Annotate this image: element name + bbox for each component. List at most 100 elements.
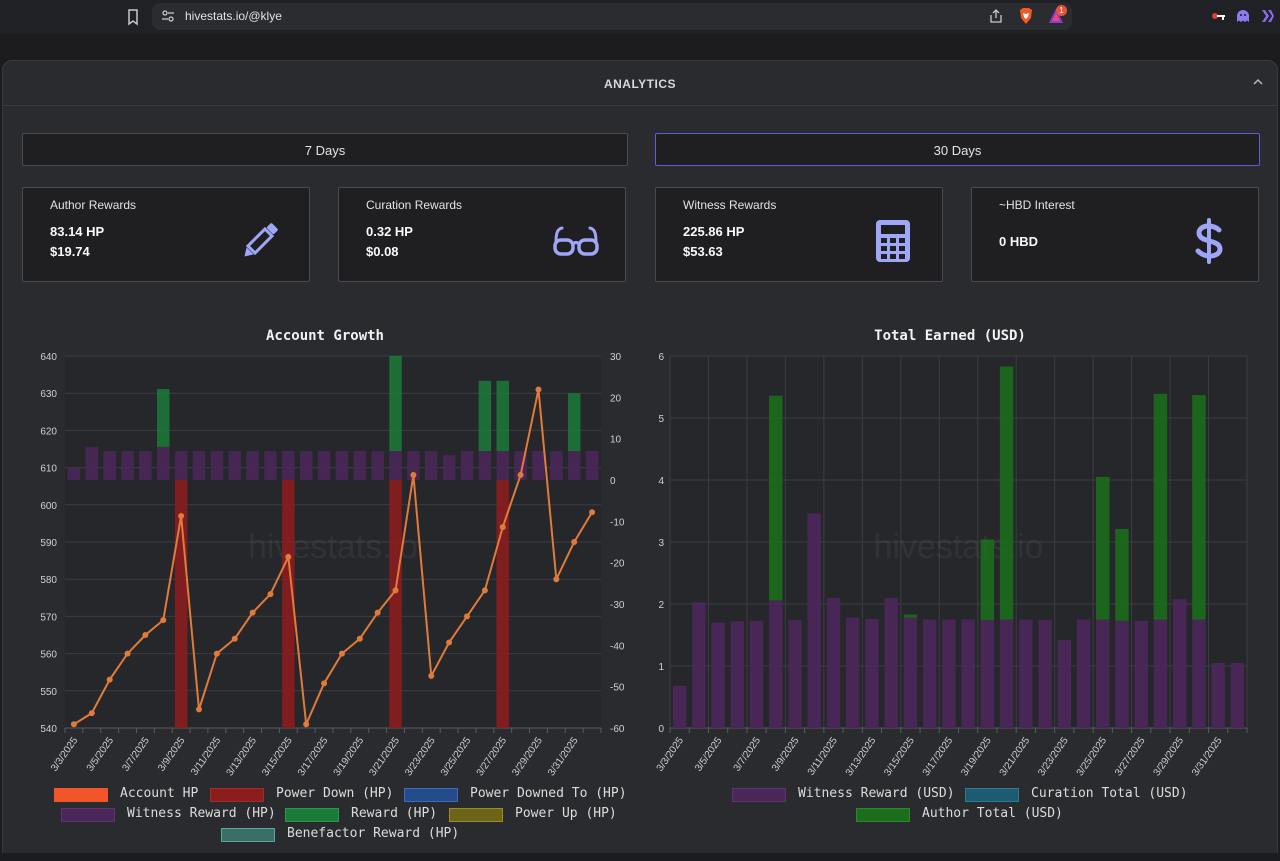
reward-bar — [157, 389, 170, 447]
witness-usd-bar — [1153, 619, 1168, 728]
witness-reward-bar — [442, 455, 456, 480]
author-usd-bar — [1192, 395, 1206, 620]
x-tick-label: 3/11/2025 — [806, 735, 840, 778]
panel-header[interactable]: ANALYTICS — [3, 61, 1277, 106]
y-left-tick: 590 — [40, 538, 57, 549]
account-hp-point — [464, 613, 470, 620]
account-hp-point — [196, 706, 202, 713]
reward-bar — [478, 380, 492, 452]
witness-reward-bar — [246, 451, 259, 480]
witness-reward-bar — [460, 451, 474, 480]
account-hp-line — [73, 389, 593, 729]
account-hp-point — [338, 650, 345, 657]
y-right-tick: 20 — [610, 393, 622, 404]
y-right-tick: 10 — [610, 435, 622, 446]
ghost-extension-icon[interactable] — [1235, 9, 1251, 23]
dollar-icon — [1195, 218, 1223, 264]
witness-usd-bar — [1134, 620, 1148, 728]
witness-usd-bar — [865, 618, 879, 728]
card-value-usd: $53.63 — [683, 244, 723, 259]
witness-usd-bar — [807, 513, 821, 728]
legend-swatch — [449, 808, 503, 822]
legend-label: Witness Reward (HP) — [127, 806, 276, 821]
reward-bar — [496, 380, 509, 452]
x-tick-label: 3/7/2025 — [732, 735, 764, 774]
power-down-bar — [282, 480, 295, 728]
share-icon[interactable] — [988, 8, 1004, 24]
account-hp-point — [70, 721, 77, 728]
account-hp-point — [88, 710, 95, 717]
total-earned-legend: Witness Reward (USD) Curation Total (USD)… — [640, 786, 1260, 828]
account-hp-point — [392, 587, 399, 594]
witness-reward-bar — [585, 451, 599, 480]
notification-badge: 1 — [1056, 5, 1067, 16]
brave-rewards-icon[interactable] — [1047, 7, 1065, 25]
witness-reward-bar — [121, 451, 134, 480]
y-right-tick: -30 — [610, 600, 625, 611]
hive-extension-icon[interactable] — [1260, 8, 1276, 24]
x-tick-label: 3/27/2025 — [1113, 735, 1148, 778]
key-extension-icon[interactable] — [1210, 8, 1226, 24]
x-tick-label: 3/9/2025 — [770, 735, 802, 774]
witness-reward-bar — [335, 451, 349, 480]
account-growth-plot[interactable]: 540 550 560 570 580 590 600 610 620 630 640 -60 -50 -… — [22, 348, 628, 798]
account-hp-point — [285, 553, 292, 560]
x-tick-label: 3/13/2025 — [844, 735, 879, 778]
address-bar[interactable] — [152, 3, 1072, 30]
x-tick-label: 3/17/2025 — [296, 735, 331, 778]
witness-usd-bar — [942, 619, 956, 728]
y-left-tick: 640 — [40, 352, 57, 363]
chevron-up-icon[interactable] — [1251, 75, 1265, 89]
calculator-icon — [876, 220, 910, 262]
account-hp-point — [374, 609, 381, 616]
witness-reward-bar — [425, 451, 438, 480]
card-title: ~HBD Interest — [999, 198, 1075, 212]
account-hp-point — [160, 617, 167, 624]
account-hp-point — [410, 472, 417, 479]
y-left-tick: 580 — [40, 575, 57, 586]
pencil-icon — [244, 223, 278, 257]
witness-usd-bar — [769, 600, 783, 728]
y-left-tick: 550 — [40, 687, 57, 698]
hbd-interest-card: ~HBD Interest 0 HBD — [971, 187, 1259, 282]
range-30-days-button[interactable]: 30 Days — [655, 133, 1260, 166]
witness-reward-bar — [282, 451, 295, 480]
legend-label: Power Up (HP) — [515, 806, 617, 821]
y-right-tick: 0 — [610, 476, 616, 487]
total-earned-plot[interactable]: 0 1 2 3 4 5 6 hivestats.io 3/3/2025 3/5/2025 3/7/2… — [640, 348, 1260, 798]
curation-rewards-card: Curation Rewards 0.32 HP $0.08 — [338, 187, 626, 282]
bookmark-icon[interactable] — [124, 8, 142, 26]
witness-usd-bar — [1057, 639, 1072, 728]
x-tick-label: 3/21/2025 — [367, 735, 402, 778]
url-text[interactable]: hivestats.io/@klye — [185, 9, 282, 23]
chart-title: Account Growth — [265, 328, 384, 344]
range-7-days-button[interactable]: 7 Days — [22, 133, 628, 166]
site-settings-icon[interactable] — [160, 8, 176, 24]
witness-usd-bar — [999, 619, 1014, 728]
witness-usd-bar — [1230, 662, 1245, 728]
legend-swatch — [54, 788, 108, 802]
x-tick-label: 3/7/2025 — [121, 735, 153, 774]
author-rewards-card: Author Rewards 83.14 HP $19.74 — [22, 187, 310, 282]
legend-label: Benefactor Reward (HP) — [287, 826, 460, 841]
legend-label: Author Total (USD) — [922, 806, 1063, 821]
total-earned-chart: Total Earned (USD) 0 1 2 3 4 5 6 hivestats.io 3/… — [640, 318, 1260, 848]
author-usd-bar — [1153, 393, 1168, 620]
witness-reward-bar — [353, 451, 367, 480]
os-taskbar — [0, 853, 1280, 861]
author-usd-bar — [999, 366, 1014, 620]
y-tick: 6 — [658, 352, 664, 363]
y-tick: 5 — [658, 414, 664, 425]
witness-reward-bar — [567, 451, 581, 480]
account-hp-point — [481, 587, 488, 594]
author-usd-bar — [903, 614, 918, 618]
y-right-tick: -40 — [610, 641, 625, 652]
brave-shields-icon[interactable] — [1018, 7, 1034, 25]
chart-title: Total Earned (USD) — [874, 328, 1026, 344]
witness-reward-bar — [67, 467, 81, 480]
account-hp-point — [428, 672, 435, 679]
witness-usd-bar — [730, 621, 745, 728]
card-title: Witness Rewards — [683, 198, 777, 212]
y-left-tick: 610 — [40, 464, 57, 475]
account-hp-point — [356, 635, 363, 642]
